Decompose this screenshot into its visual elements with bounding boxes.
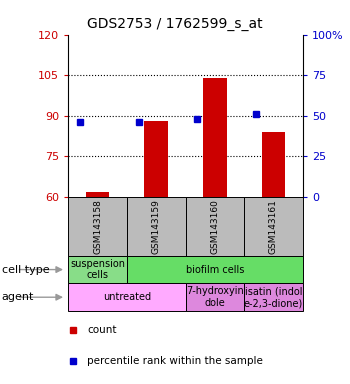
Text: 7-hydroxyin
dole: 7-hydroxyin dole [186,286,244,308]
Bar [127,197,186,256]
Text: GSM143160: GSM143160 [210,199,219,254]
Text: GSM143158: GSM143158 [93,199,102,254]
Text: GSM143159: GSM143159 [152,199,161,254]
Text: percentile rank within the sample: percentile rank within the sample [87,356,263,366]
Bar [244,283,303,311]
Bar [203,78,226,197]
Text: untreated: untreated [103,292,151,302]
Bar [262,132,285,197]
Text: count: count [87,325,117,335]
Bar [186,283,244,311]
Text: suspension
cells: suspension cells [70,259,125,280]
Text: isatin (indol
e-2,3-dione): isatin (indol e-2,3-dione) [244,286,303,308]
Text: biofilm cells: biofilm cells [186,265,244,275]
Bar [68,197,127,256]
Text: GSM143161: GSM143161 [269,199,278,254]
Bar [68,283,186,311]
Bar [127,256,303,283]
Text: cell type: cell type [2,265,49,275]
Bar [145,121,168,197]
Bar [86,192,109,197]
Text: GDS2753 / 1762599_s_at: GDS2753 / 1762599_s_at [87,17,263,31]
Bar [244,197,303,256]
Bar [68,256,127,283]
Bar [186,197,244,256]
Text: agent: agent [2,292,34,302]
